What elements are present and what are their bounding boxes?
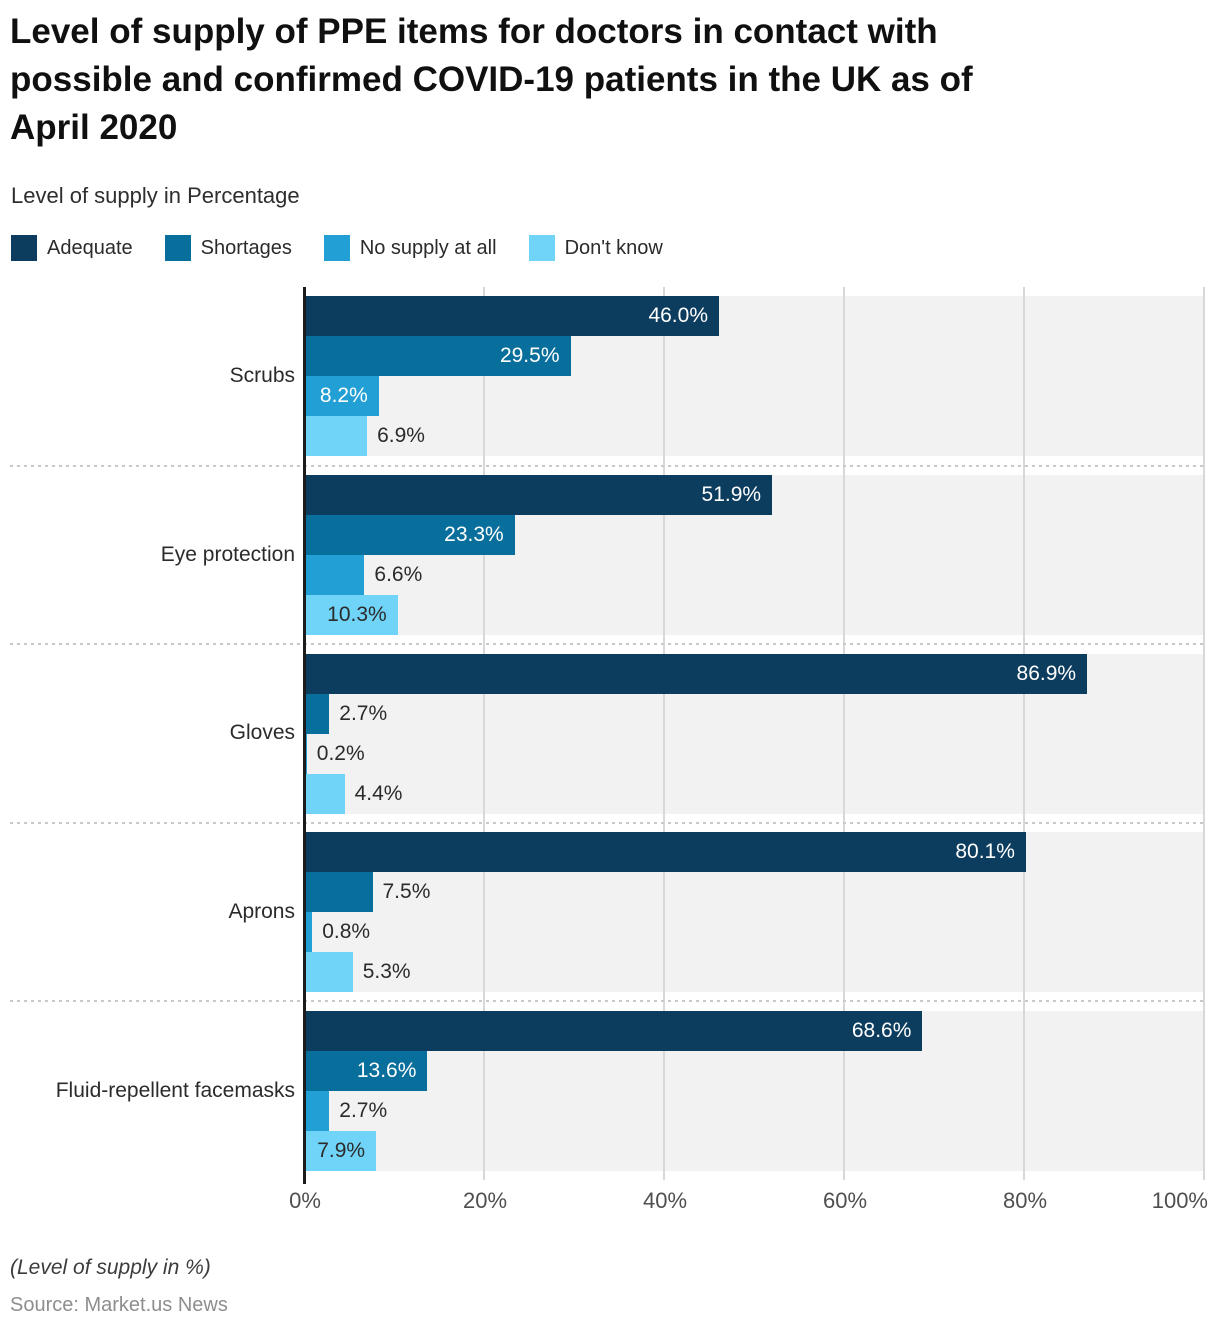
legend-label-adequate: Adequate	[47, 236, 133, 259]
legend-item-don-t-know: Don't know	[528, 235, 663, 261]
gridline-60	[843, 287, 845, 1180]
legend-item-adequate: Adequate	[11, 235, 133, 261]
group-separator-4	[10, 1000, 1205, 1003]
chart-title-line-3: April 2020	[10, 108, 178, 147]
value-label-shortages-fluid-repellent-facemasks: 13.6%	[356, 1058, 417, 1082]
bar-shortages-eye-protection: 23.3%	[305, 514, 515, 555]
value-label-shortages-aprons: 7.5%	[382, 880, 431, 904]
legend-swatch-shortages-icon	[164, 235, 191, 261]
bar-don-t-know-fluid-repellent-facemasks: 7.9%	[305, 1130, 377, 1171]
bar-don-t-know-eye-protection: 10.3%	[305, 594, 398, 635]
value-label-no-supply-at-all-aprons: 0.8%	[322, 920, 371, 944]
bar-shortages-scrubs: 29.5%	[305, 336, 571, 377]
value-label-no-supply-at-all-eye-protection: 6.6%	[374, 562, 423, 586]
gridline-20	[483, 287, 485, 1180]
value-label-adequate-fluid-repellent-facemasks: 68.6%	[851, 1018, 912, 1042]
legend-label-don-t-know: Don't know	[564, 236, 663, 259]
legend-label-shortages: Shortages	[200, 236, 292, 259]
x-tick-80: 80%	[1002, 1188, 1048, 1213]
category-label-fluid-repellent-facemasks: Fluid-repellent facemasks	[55, 1078, 295, 1102]
bar-don-t-know-aprons: 5.3%	[305, 952, 411, 993]
category-label-eye-protection: Eye protection	[160, 542, 295, 566]
value-label-shortages-gloves: 2.7%	[339, 701, 388, 725]
chart-title-line-1: Level of supply of PPE items for doctors…	[10, 12, 938, 51]
legend-label-no-supply-at-all: No supply at all	[359, 236, 497, 259]
bar-adequate-aprons: 80.1%	[305, 832, 1026, 873]
value-label-adequate-gloves: 86.9%	[1016, 661, 1077, 685]
value-label-don-t-know-gloves: 4.4%	[354, 781, 403, 805]
value-label-shortages-eye-protection: 23.3%	[444, 522, 504, 546]
bar-no-supply-at-all-fluid-repellent-facemasks: 2.7%	[305, 1090, 387, 1131]
value-label-no-supply-at-all-scrubs: 8.2%	[319, 384, 368, 408]
legend-swatch-no-supply-at-all-icon	[323, 235, 350, 261]
legend: Adequate Shortages No supply at all Don't k…	[11, 235, 663, 261]
value-label-no-supply-at-all-gloves: 0.2%	[316, 741, 365, 765]
category-label-gloves: Gloves	[229, 721, 295, 745]
value-label-don-t-know-scrubs: 6.9%	[377, 424, 425, 448]
group-separator-2	[10, 643, 1205, 646]
legend-item-shortages: Shortages	[164, 235, 292, 261]
x-axis: 0% 20% 40% 60% 80% 100%	[0, 1188, 1220, 1218]
y-axis-line	[303, 287, 306, 1184]
value-label-adequate-scrubs: 46.0%	[648, 304, 708, 328]
bar-no-supply-at-all-aprons: 0.8%	[305, 912, 370, 953]
legend-item-no-supply-at-all: No supply at all	[323, 235, 497, 261]
chart-title-line-2: possible and confirmed COVID-19 patients…	[10, 60, 973, 99]
bar-shortages-fluid-repellent-facemasks: 13.6%	[305, 1050, 428, 1091]
chart-title: Level of supply of PPE items for doctors…	[10, 8, 973, 152]
bar-adequate-fluid-repellent-facemasks: 68.6%	[305, 1010, 923, 1051]
bar-no-supply-at-all-scrubs: 8.2%	[305, 376, 379, 417]
value-label-adequate-aprons: 80.1%	[955, 840, 1015, 864]
group-separator-3	[10, 821, 1205, 824]
bar-shortages-gloves: 2.7%	[305, 693, 387, 734]
bar-adequate-gloves: 86.9%	[305, 653, 1088, 694]
gridline-100	[1203, 287, 1205, 1180]
x-tick-40: 40%	[642, 1188, 688, 1213]
gridline-80	[1023, 287, 1025, 1180]
legend-swatch-don-t-know-icon	[528, 235, 555, 261]
x-tick-20: 20%	[462, 1188, 508, 1213]
bar-no-supply-at-all-eye-protection: 6.6%	[305, 554, 422, 595]
category-label-aprons: Aprons	[228, 900, 295, 924]
x-tick-100: 100%	[1151, 1188, 1208, 1213]
value-label-no-supply-at-all-fluid-repellent-facemasks: 2.7%	[339, 1098, 388, 1122]
x-tick-60: 60%	[822, 1188, 868, 1213]
value-label-don-t-know-fluid-repellent-facemasks: 7.9%	[317, 1138, 366, 1162]
value-label-adequate-eye-protection: 51.9%	[701, 482, 762, 506]
bar-shortages-aprons: 7.5%	[305, 872, 430, 913]
bar-adequate-eye-protection: 51.9%	[305, 474, 773, 515]
source-credit: Source: Market.us News	[10, 1294, 228, 1316]
chart-plot: Scrubs 46.0% 29.5% 8.2% 6.9% Eye protection 51…	[0, 287, 1220, 1184]
bar-don-t-know-scrubs: 6.9%	[305, 416, 425, 457]
chart-subtitle: Level of supply in Percentage	[11, 183, 300, 208]
legend-swatch-adequate-icon	[11, 235, 37, 261]
value-label-don-t-know-aprons: 5.3%	[362, 960, 411, 984]
group-separator-1	[10, 464, 1205, 467]
value-label-don-t-know-eye-protection: 10.3%	[327, 602, 387, 626]
x-tick-0: 0%	[289, 1188, 321, 1213]
value-label-shortages-scrubs: 29.5%	[499, 344, 560, 368]
axis-note: (Level of supply in %)	[10, 1256, 211, 1279]
bar-adequate-scrubs: 46.0%	[305, 296, 719, 337]
bar-don-t-know-gloves: 4.4%	[305, 773, 402, 814]
gridline-40	[663, 287, 665, 1180]
category-label-scrubs: Scrubs	[229, 364, 295, 388]
